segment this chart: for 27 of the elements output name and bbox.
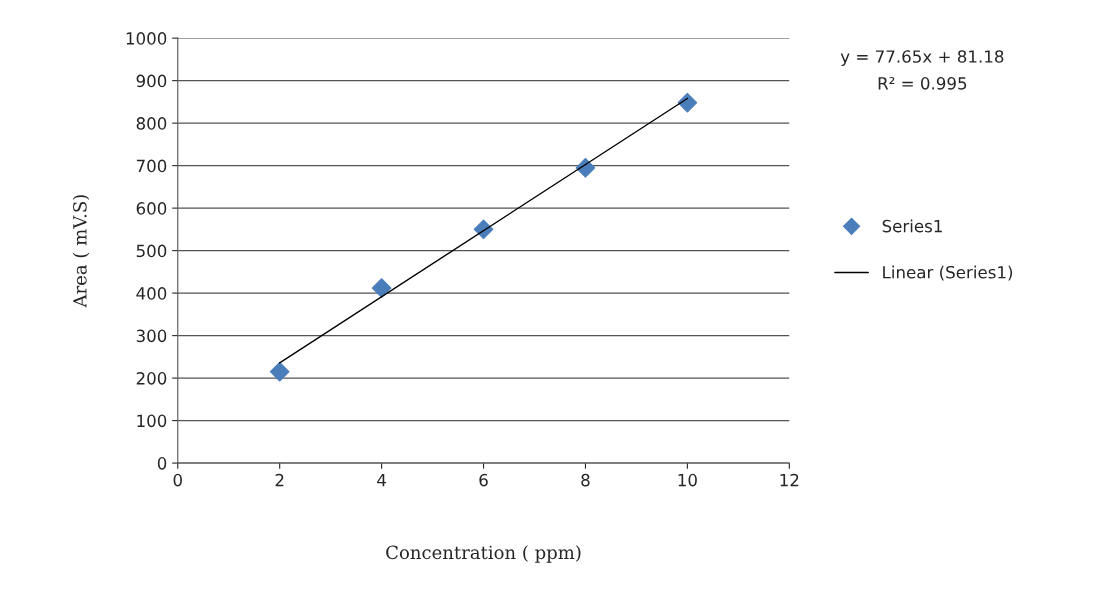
y-axis-title: Area ( mV.S) — [72, 195, 90, 308]
legend-label: Linear (Series1) — [883, 265, 1013, 281]
y-tick-label: 400 — [136, 287, 167, 300]
x-tick-label: 10 — [678, 473, 697, 487]
y-tick-label: 700 — [136, 159, 167, 173]
x-axis-title: Concentration ( ppm) — [386, 545, 581, 563]
x-tick-label: 12 — [780, 473, 799, 487]
y-tick-label: 100 — [137, 414, 167, 428]
y-tick-label: 300 — [136, 329, 167, 343]
y-tick-label: 1000 — [126, 32, 167, 45]
text: R² = 0.995 — [878, 77, 967, 90]
y-tick-label: 200 — [136, 372, 167, 385]
y-tick-label: 600 — [136, 202, 167, 215]
x-tick-label: 6 — [479, 473, 488, 487]
point — [371, 278, 392, 298]
text: y = 77.65x + 81.18 — [840, 50, 1004, 67]
x-tick-label: 2 — [275, 473, 284, 487]
y-tick-label: 0 — [157, 457, 167, 470]
legend-label: Series1 — [882, 219, 942, 233]
x-tick-label: 8 — [581, 473, 590, 487]
point — [677, 92, 698, 113]
x-tick-label: 4 — [377, 474, 386, 487]
y-tick-label: 500 — [136, 244, 167, 258]
y-tick-label: 800 — [136, 117, 167, 130]
x-tick-label: 0 — [173, 473, 182, 487]
y-tick-label: 900 — [136, 74, 167, 88]
point — [269, 361, 290, 382]
